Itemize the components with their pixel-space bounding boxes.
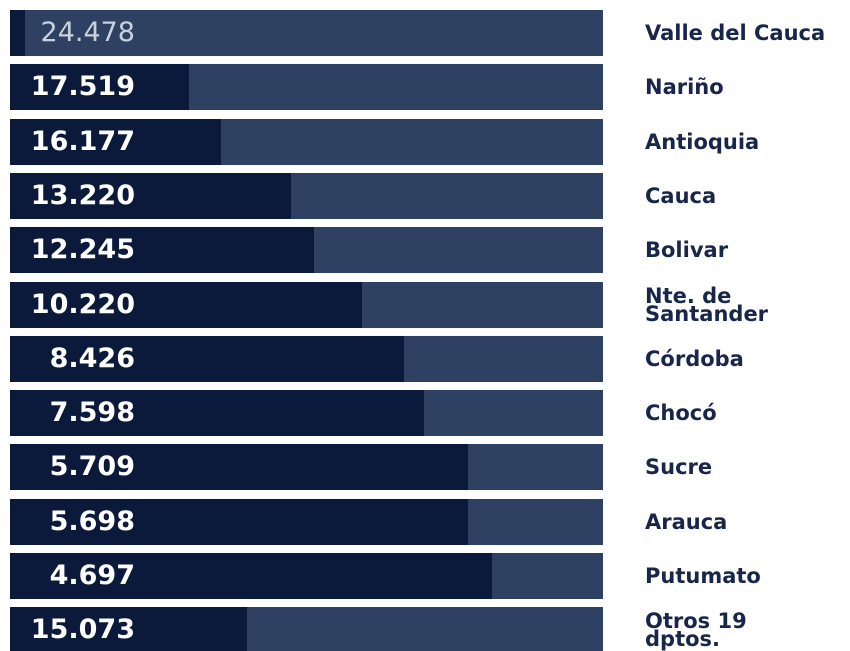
category-label: Bolivar (645, 238, 729, 263)
bar-track: 13.220 (10, 172, 603, 219)
value-label: 15.073 (30, 614, 135, 646)
value-label: 7.598 (49, 397, 135, 429)
value-label: 5.709 (49, 451, 135, 483)
category-label: Chocó (645, 401, 717, 426)
bar-track: 15.073 (10, 607, 603, 651)
bar (221, 118, 603, 165)
bar (313, 227, 603, 274)
bar-track: 24.478 (10, 10, 603, 56)
value-label: 4.697 (49, 560, 135, 591)
bar (423, 390, 603, 437)
bar-track: 16.177 (10, 118, 603, 165)
bar (468, 444, 603, 491)
value-label: 16.177 (30, 125, 135, 157)
category-label: Arauca (645, 509, 728, 534)
category-label: Sucre (645, 455, 713, 480)
category-label: Otros 19 dptos. (645, 609, 747, 651)
value-label: 5.698 (49, 505, 135, 537)
category-label: Nte. de Santander (645, 283, 769, 326)
bar-track: 12.245 (10, 227, 603, 274)
bar (290, 172, 603, 219)
category-label: Cauca (645, 183, 717, 208)
bar-track: 5.709 (10, 444, 603, 491)
category-label: Nariño (645, 75, 724, 100)
bar-track: 10.220 (10, 281, 603, 328)
category-label: Valle del Cauca (645, 21, 826, 45)
bar (404, 335, 603, 382)
bar (247, 607, 603, 651)
value-label: 17.519 (30, 71, 135, 103)
bar-track: 5.698 (10, 498, 603, 545)
bar-track: 7.598 (10, 390, 603, 437)
value-label: 8.426 (49, 342, 135, 374)
value-label: 10.220 (30, 288, 135, 320)
category-label: Córdoba (645, 346, 744, 371)
category-label: Antioquia (645, 129, 760, 154)
value-label: 24.478 (40, 17, 135, 48)
value-label: 13.220 (30, 179, 135, 211)
bar (189, 64, 603, 111)
bar (361, 281, 603, 328)
bar (492, 553, 603, 599)
bar-track: 17.519 (10, 64, 603, 111)
value-label: 12.245 (30, 234, 135, 266)
bar-track: 8.426 (10, 335, 603, 382)
category-label: Putumato (645, 564, 761, 588)
bar (25, 10, 603, 56)
bar-track: 4.697 (10, 553, 603, 599)
bar (468, 498, 603, 545)
